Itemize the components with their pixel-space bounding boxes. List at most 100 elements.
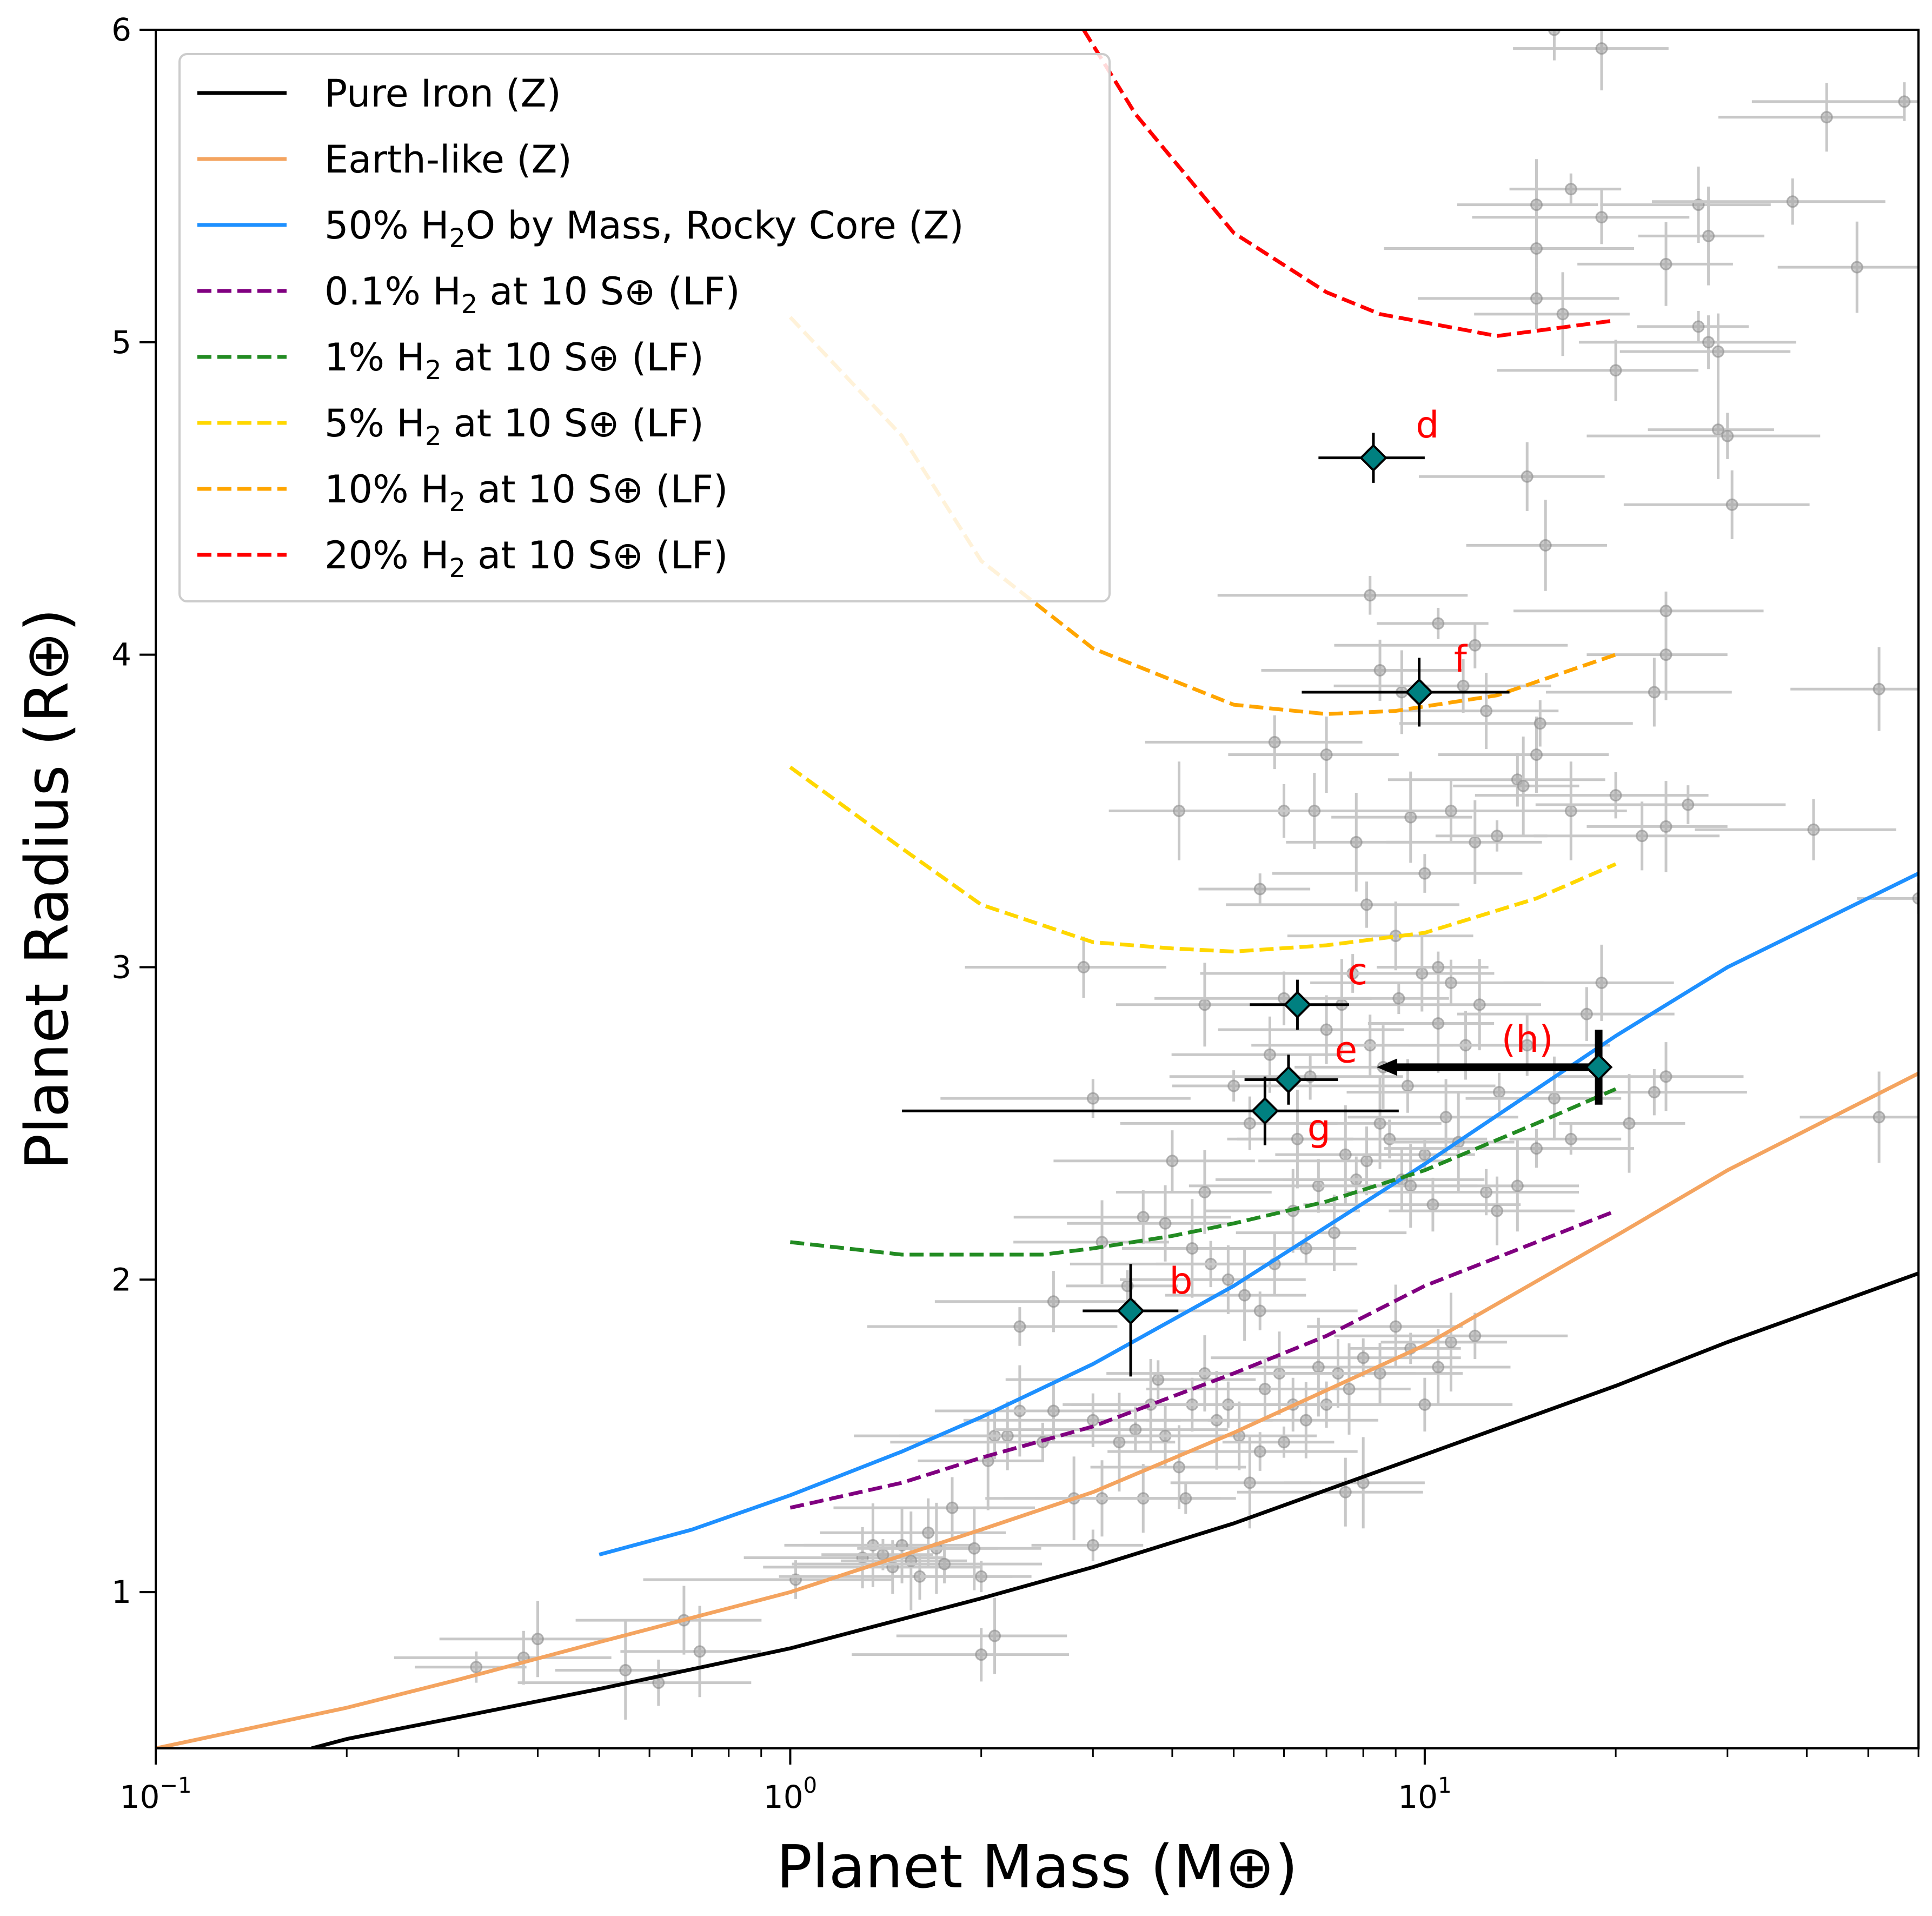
comparison-planet-marker [877,1548,889,1561]
comparison-planet [1172,1070,1284,1102]
comparison-planet-marker [1702,336,1715,349]
comparison-planet-marker [1339,1486,1352,1499]
comparison-planet-marker [1227,1079,1240,1092]
comparison-planet-marker [1389,1320,1402,1333]
plot-area: b c d e f g (h) [156,30,1918,1748]
comparison-planet-marker [1320,748,1333,761]
planet-b: b [1083,1260,1193,1377]
comparison-planet-marker [1850,261,1863,274]
planet-marker [1274,1065,1303,1094]
comparison-planet-marker [1564,1132,1577,1145]
comparison-planet-marker [1898,95,1911,108]
comparison-planet-marker [1086,1092,1099,1105]
comparison-planet-marker [1243,1476,1256,1489]
comparison-planet [934,1271,1137,1332]
comparison-planet-marker [1564,805,1577,818]
comparison-planet-marker [1469,836,1482,848]
comparison-planet [1638,187,1765,286]
comparison-planet-marker [1444,1336,1457,1349]
comparison-planet-marker [1539,539,1552,552]
comparison-planet [1332,780,1534,842]
comparison-planet [1600,167,1771,243]
comparison-planet-marker [1480,705,1493,718]
legend-label: 20% H2 at 10 S⊕ (LF) [324,533,728,584]
legend-box [178,53,1111,602]
y-tick-label: 6 [111,11,131,48]
comparison-planet-marker [1047,1404,1060,1417]
comparison-planet [1295,1377,1513,1432]
comparison-planet-marker [1530,292,1543,305]
comparison-planet [1108,761,1235,860]
comparison-planet-marker [1047,1295,1060,1308]
comparison-planet [1053,1130,1255,1192]
comparison-planet-marker [1609,364,1622,377]
planet-marker [1251,1097,1279,1125]
comparison-planet-marker [1086,1539,1099,1552]
comparison-planet [1363,1139,1475,1171]
comparison-planet [1648,380,1774,479]
comparison-planet [1066,1270,1178,1302]
comparison-planet [1367,974,1495,1073]
legend-entry: 5% H2 at 10 S⊕ (LF) [197,401,704,452]
comparison-planet-marker [968,1542,981,1555]
comparison-planet-marker [946,1501,959,1514]
comparison-planet-marker [1086,1414,1099,1427]
comparison-planet [1513,591,1764,631]
h2-0.1pct-curve [789,1209,1617,1510]
comparison-planet [1453,737,1579,836]
comparison-planet [1218,995,1404,1064]
comparison-planet [1226,881,1459,928]
comparison-planet-marker [1492,1086,1505,1099]
plot-frame [155,29,1920,1749]
comparison-planet [1236,1195,1407,1271]
comparison-planet [1790,647,1918,731]
comparison-planet [1237,1457,1423,1527]
comparison-planet [1217,576,1468,615]
legend-label: 10% H2 at 10 S⊕ (LF) [324,467,728,518]
comparison-planet-marker [988,1629,1001,1642]
comparison-planet-marker [1511,1179,1524,1192]
planet-marker [1359,443,1387,472]
comparison-planet [1418,442,1605,511]
comparison-planet [1400,959,1541,1051]
axes: 10−1 100 101 1 2 3 4 5 6 [111,11,1920,1815]
comparison-planet [994,1406,1229,1453]
water-world-curve [599,871,1918,1557]
comparison-planet [1417,268,1619,329]
legend-label: Pure Iron (Z) [324,71,561,116]
comparison-planet-marker [1320,1023,1333,1036]
comparison-planet-marker [1357,1351,1370,1364]
comparison-planet-marker [1339,1148,1352,1161]
comparison-planet-marker [1648,686,1661,699]
comparison-planet [1334,622,1568,669]
comparison-planet-marker [1530,748,1543,761]
comparison-planet [1695,799,1896,860]
legend-entry: 1% H2 at 10 S⊕ (LF) [197,335,704,386]
comparison-planet-marker [1159,1217,1172,1230]
comparison-planet [1586,609,1728,700]
comparison-planet [1334,1312,1568,1360]
comparison-planet-marker [1343,1383,1356,1396]
comparison-planet [1380,1292,1507,1392]
comparison-planet-marker [1517,779,1530,792]
comparison-planet [1546,658,1732,727]
comparison-planet-marker [1312,1361,1325,1374]
comparison-planet [1384,1129,1635,1168]
comparison-planet-marker [1725,498,1738,511]
comparison-planet-marker [1308,805,1321,818]
comparison-planet-marker [1077,960,1090,973]
comparison-planet-marker [1243,1117,1256,1130]
comparison-planet-marker [1173,805,1186,818]
comparison-planet [1438,1140,1579,1232]
comparison-planet [1048,1393,1176,1492]
comparison-planet [1513,30,1669,91]
legend-entry: 10% H2 at 10 S⊕ (LF) [197,467,728,518]
comparison-planet [1272,854,1523,893]
x-axis-title: Planet Mass (M⊕) [776,1832,1298,1901]
comparison-planet [1435,820,1548,852]
comparison-planet [1013,1190,1231,1244]
legend-entry: Pure Iron (Z) [197,71,561,116]
comparison-planet-marker [1432,1361,1445,1374]
comparison-planet [1472,190,1690,244]
comparison-planet [1586,413,1821,459]
